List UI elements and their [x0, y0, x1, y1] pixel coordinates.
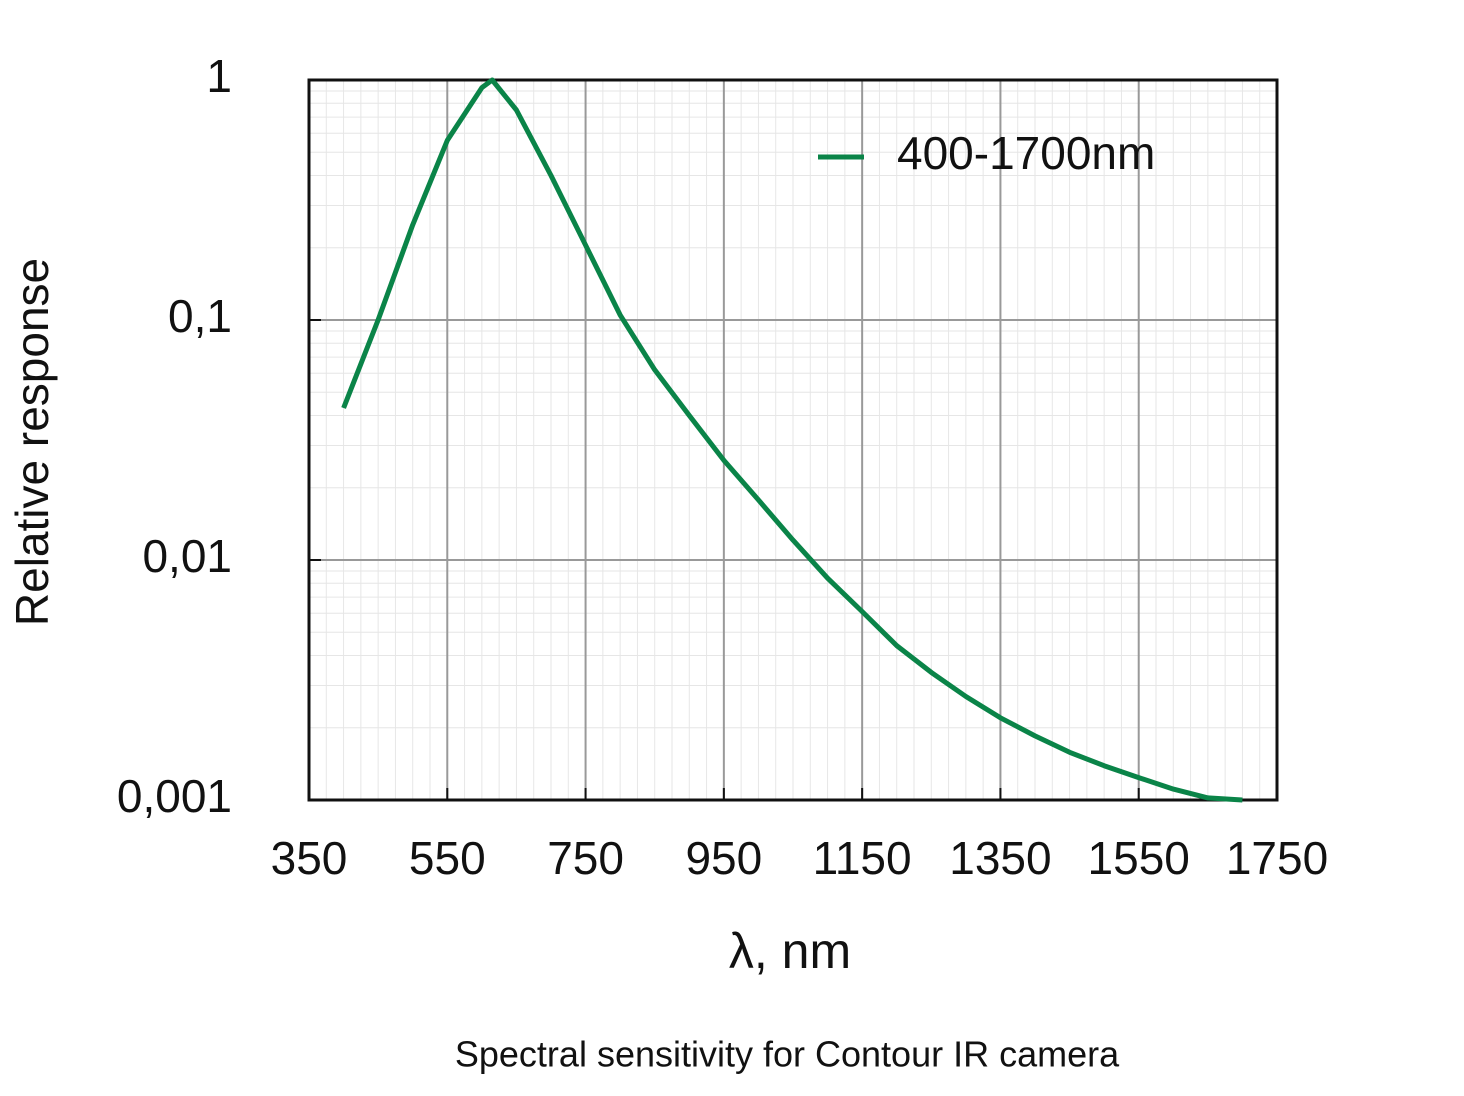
x-tick-label: 1150 — [813, 832, 912, 884]
legend-label: 400-1700nm — [897, 127, 1155, 179]
y-tick-label: 1 — [206, 50, 232, 102]
y-tick-label: 0,1 — [168, 290, 232, 342]
x-tick-label: 1350 — [949, 832, 1051, 884]
x-tick-label: 1550 — [1088, 832, 1190, 884]
x-axis-label: λ, nm — [729, 923, 851, 979]
x-tick-label: 1750 — [1226, 832, 1328, 884]
x-tick-label: 750 — [547, 832, 624, 884]
data-line — [341, 77, 1243, 803]
x-tick-label: 950 — [685, 832, 762, 884]
y-tick-label: 0,01 — [142, 530, 232, 582]
y-tick-label: 0,001 — [117, 770, 232, 822]
plot-frame — [307, 78, 1279, 802]
x-tick-label: 350 — [271, 832, 348, 884]
caption: Spectral sensitivity for Contour IR came… — [455, 1034, 1120, 1075]
y-axis-label: Relative response — [6, 258, 58, 626]
x-tick-label: 550 — [409, 832, 486, 884]
